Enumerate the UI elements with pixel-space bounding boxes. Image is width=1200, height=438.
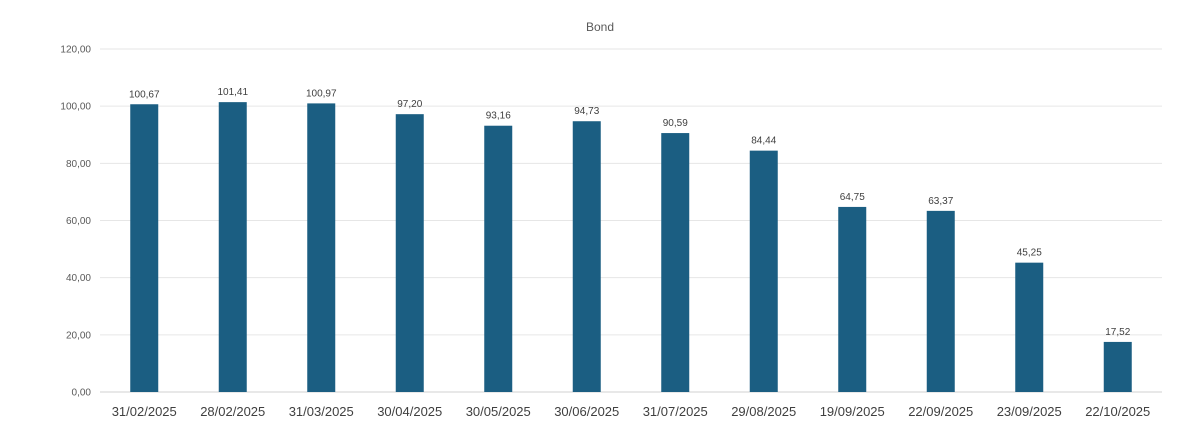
data-label: 100,97 xyxy=(306,88,337,99)
x-tick-label: 30/05/2025 xyxy=(466,404,531,419)
bar xyxy=(661,133,690,392)
data-label: 45,25 xyxy=(1017,248,1042,259)
bar xyxy=(218,102,247,392)
x-tick-label: 19/09/2025 xyxy=(820,404,885,419)
y-tick-label: 120,00 xyxy=(60,45,91,56)
bar xyxy=(1015,262,1044,392)
data-label: 90,59 xyxy=(663,118,688,129)
x-tick-label: 29/08/2025 xyxy=(731,404,796,419)
x-tick-label: 30/04/2025 xyxy=(377,404,442,419)
bar xyxy=(395,114,424,393)
bar xyxy=(130,104,159,392)
x-tick-label: 23/09/2025 xyxy=(997,404,1062,419)
y-tick-label: 60,00 xyxy=(66,216,91,227)
x-tick-label: 31/07/2025 xyxy=(643,404,708,419)
data-label: 63,37 xyxy=(928,196,953,207)
x-tick-label: 31/02/2025 xyxy=(112,404,177,419)
data-label: 94,73 xyxy=(574,106,599,117)
data-label: 64,75 xyxy=(840,192,865,203)
data-label: 101,41 xyxy=(217,87,248,98)
x-tick-label: 31/03/2025 xyxy=(289,404,354,419)
y-tick-label: 100,00 xyxy=(60,102,91,113)
bar xyxy=(926,210,955,392)
data-label: 100,67 xyxy=(129,89,160,100)
bar xyxy=(307,103,336,393)
x-tick-label: 28/02/2025 xyxy=(200,404,265,419)
y-tick-label: 40,00 xyxy=(66,273,91,284)
y-tick-label: 0,00 xyxy=(72,388,92,399)
data-label: 97,20 xyxy=(397,99,422,110)
chart-title: Bond xyxy=(585,20,615,34)
x-tick-label: 22/09/2025 xyxy=(908,404,973,419)
data-label: 93,16 xyxy=(486,111,511,122)
bar xyxy=(749,150,778,392)
y-tick-label: 80,00 xyxy=(66,159,91,170)
bar xyxy=(572,121,601,393)
bar xyxy=(1103,341,1132,392)
x-tick-label: 22/10/2025 xyxy=(1085,404,1150,419)
bar xyxy=(484,125,513,393)
y-tick-label: 20,00 xyxy=(66,330,91,341)
data-label: 17,52 xyxy=(1105,327,1130,338)
bar xyxy=(838,206,867,392)
data-label: 84,44 xyxy=(751,136,776,147)
x-tick-label: 30/06/2025 xyxy=(554,404,619,419)
